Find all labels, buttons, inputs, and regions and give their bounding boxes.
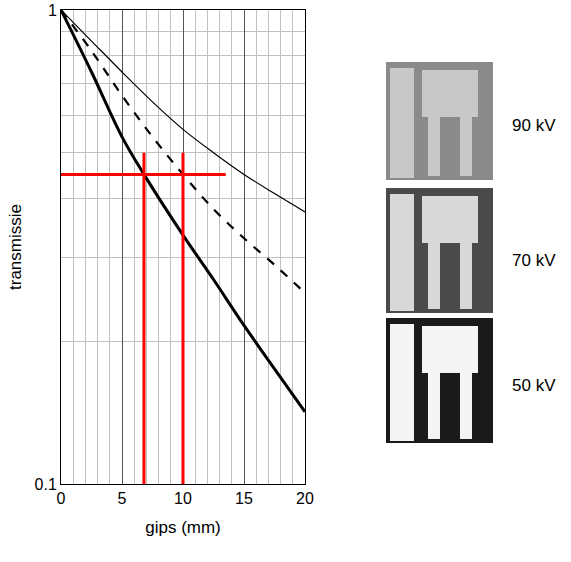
svg-text:10: 10 xyxy=(174,490,192,507)
svg-text:50 kV: 50 kV xyxy=(512,376,556,395)
svg-text:5: 5 xyxy=(118,490,127,507)
svg-text:gips (mm): gips (mm) xyxy=(145,518,221,537)
svg-text:90 kV: 90 kV xyxy=(512,116,556,135)
svg-text:15: 15 xyxy=(235,490,253,507)
svg-text:0.1: 0.1 xyxy=(35,476,57,493)
svg-text:transmissie: transmissie xyxy=(6,204,25,290)
svg-text:1: 1 xyxy=(48,2,57,19)
svg-text:0: 0 xyxy=(57,490,66,507)
svg-text:20: 20 xyxy=(296,490,314,507)
svg-text:70 kV: 70 kV xyxy=(512,251,556,270)
